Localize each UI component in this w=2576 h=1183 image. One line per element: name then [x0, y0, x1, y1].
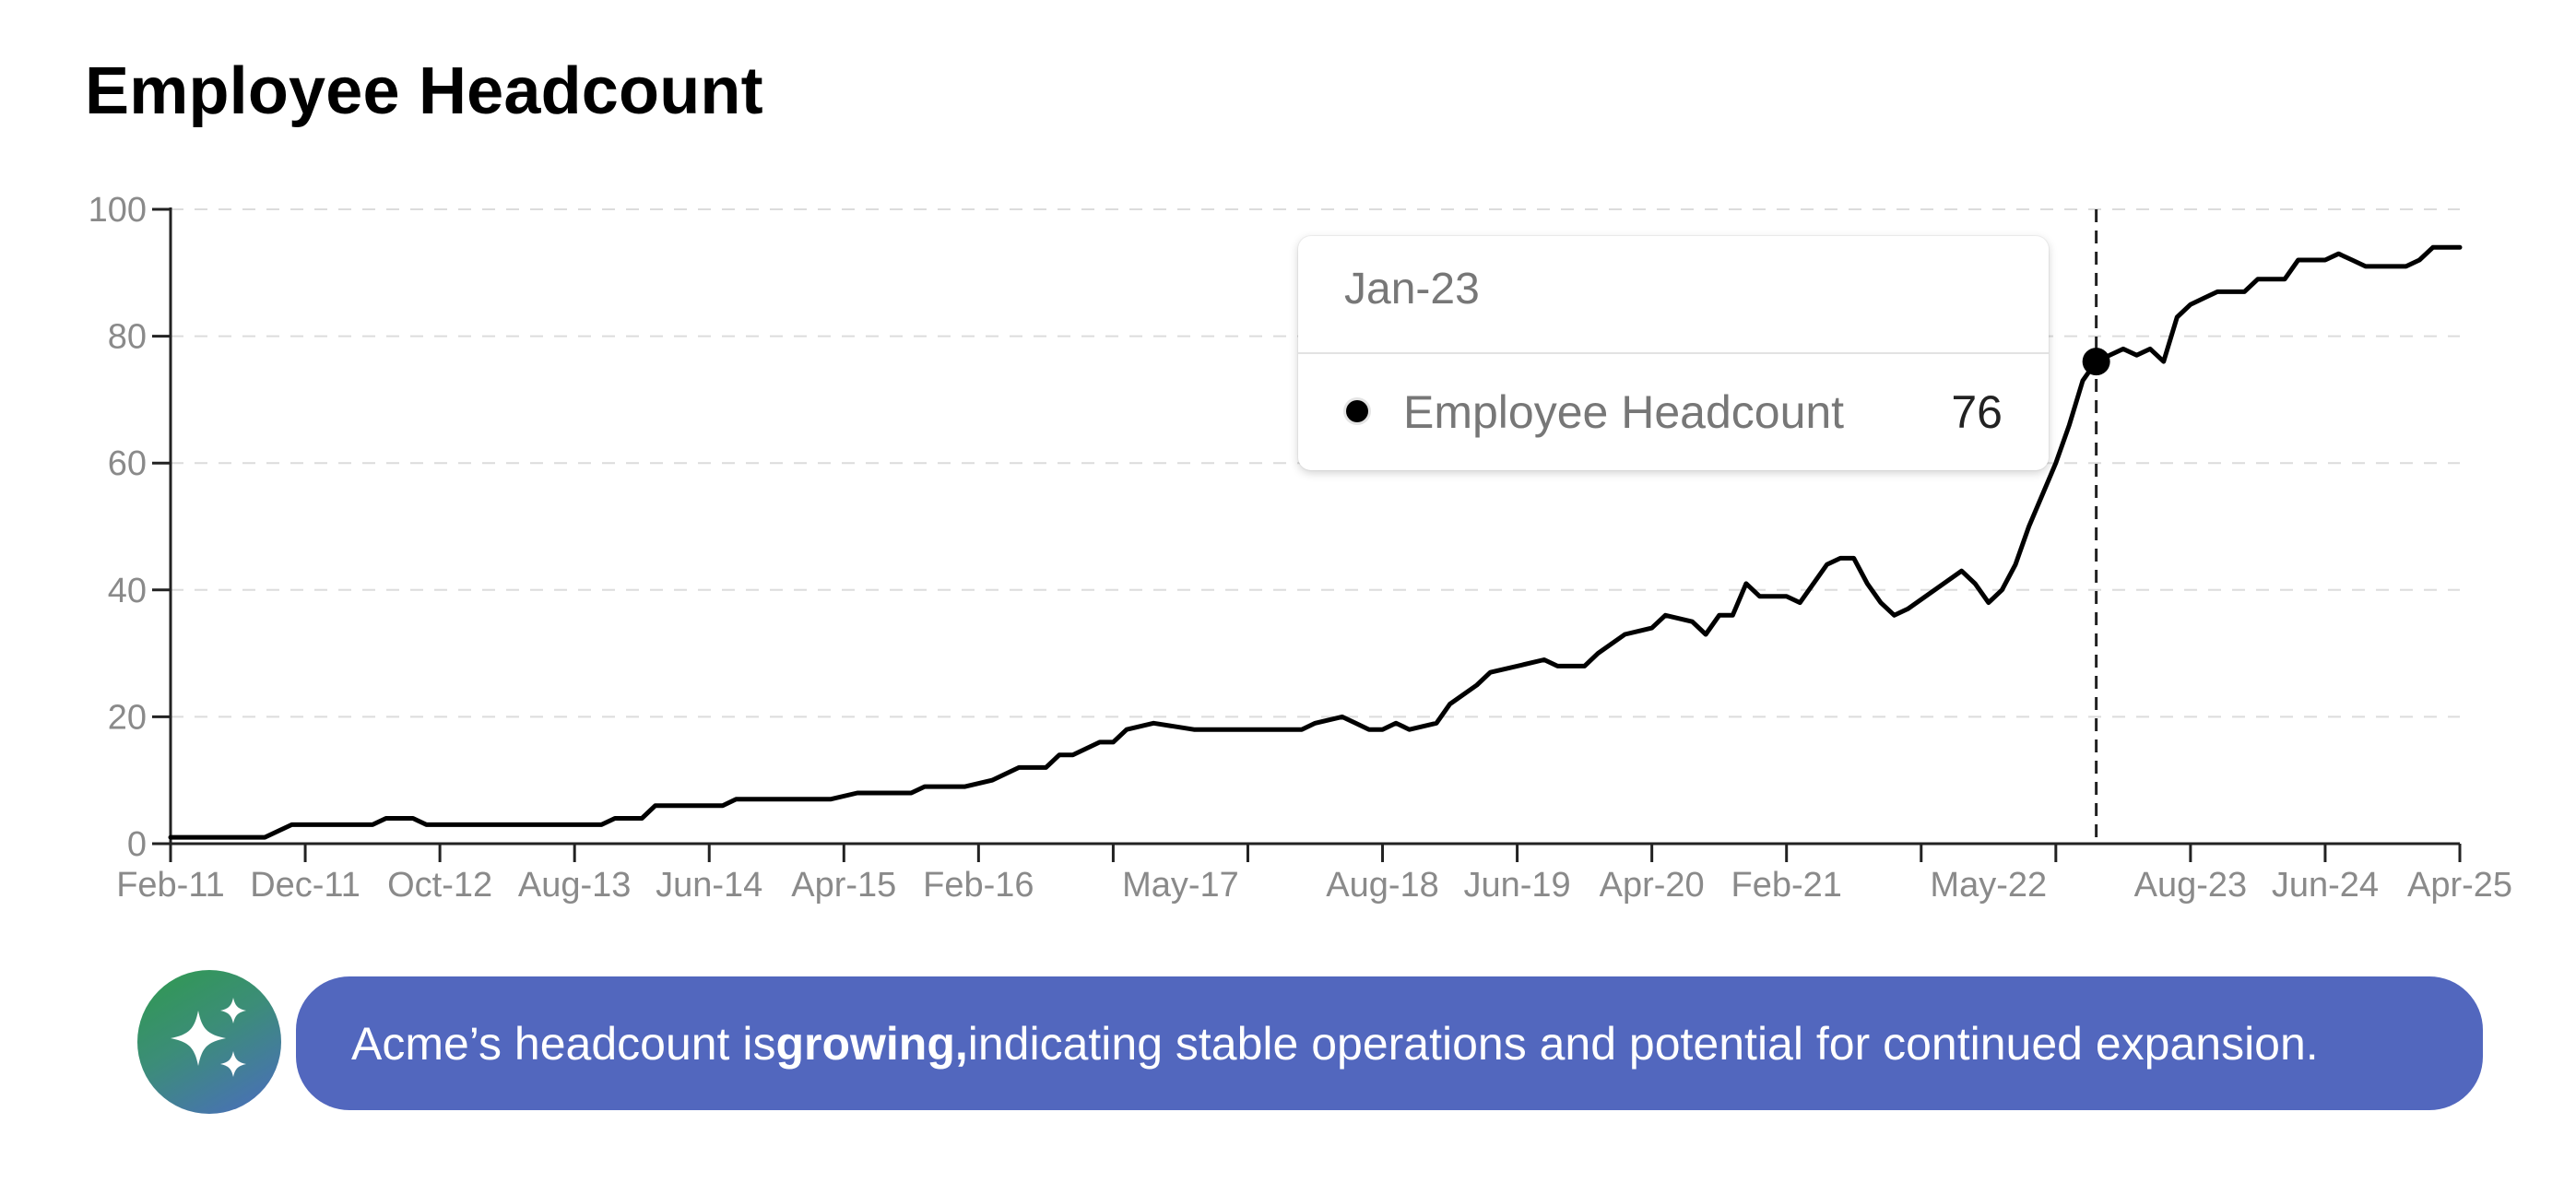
headcount-line[interactable]	[168, 244, 2463, 840]
tooltip-series-name: Employee Headcount	[1403, 386, 1845, 438]
x-tick-label: Dec-11	[250, 866, 360, 905]
series-employee-headcount	[168, 244, 2463, 840]
hover-point[interactable]	[2082, 348, 2110, 376]
x-tick-label: Aug-18	[1326, 866, 1439, 905]
sparkles-icon	[171, 998, 246, 1077]
chart-tooltip: Jan-23 Employee Headcount 76	[1298, 236, 2049, 470]
y-tick-label: 60	[108, 444, 147, 483]
x-tick-label: May-22	[1930, 866, 2047, 905]
insight-banner: Acme’s headcount is growing, indicating …	[296, 976, 2483, 1110]
tooltip-series-dot	[1346, 400, 1368, 422]
tooltip-divider	[1298, 352, 2049, 354]
x-tick-label: Feb-21	[1731, 866, 1842, 905]
x-tick-label: Feb-16	[923, 866, 1034, 905]
insight-text-prefix: Acme’s headcount is	[351, 1017, 776, 1070]
hover-highlight	[2082, 209, 2110, 844]
tooltip-value: 76	[1951, 386, 2003, 438]
x-tick-label: May-17	[1122, 866, 1239, 905]
x-tick-label: Apr-15	[791, 866, 896, 905]
headcount-line-chart: 0 20 40 60 80 100 Feb-11 Dec-11 Oct-12 Aug-13 Jun…	[89, 191, 2512, 905]
y-tick-label: 80	[108, 318, 147, 357]
x-tick-label: Aug-23	[2134, 866, 2248, 905]
y-axis: 0 20 40 60 80 100	[89, 191, 172, 864]
x-tick-label: Apr-25	[2407, 866, 2512, 905]
insight-text-emphasis: growing,	[775, 1017, 968, 1070]
insight-text-suffix: indicating stable operations and potenti…	[967, 1017, 2319, 1070]
x-tick-label: Apr-20	[1600, 866, 1705, 905]
page-title: Employee Headcount	[85, 54, 763, 128]
x-tick-label: Oct-12	[387, 866, 492, 905]
x-tick-label: Jun-19	[1463, 866, 1570, 905]
x-tick-label: Jun-14	[656, 866, 762, 905]
y-tick-label: 20	[108, 698, 147, 737]
x-tick-label: Feb-11	[116, 866, 225, 905]
x-tick-label: Jun-24	[2272, 866, 2379, 905]
x-tick-label: Aug-13	[518, 866, 632, 905]
x-axis: Feb-11 Dec-11 Oct-12 Aug-13 Jun-14 Apr-15 Feb-…	[116, 842, 2512, 905]
y-tick-label: 40	[108, 572, 147, 610]
tooltip-date: Jan-23	[1344, 265, 1480, 313]
y-tick-label: 0	[127, 825, 147, 864]
ai-assistant-avatar	[137, 970, 281, 1114]
y-tick-label: 100	[89, 191, 147, 230]
